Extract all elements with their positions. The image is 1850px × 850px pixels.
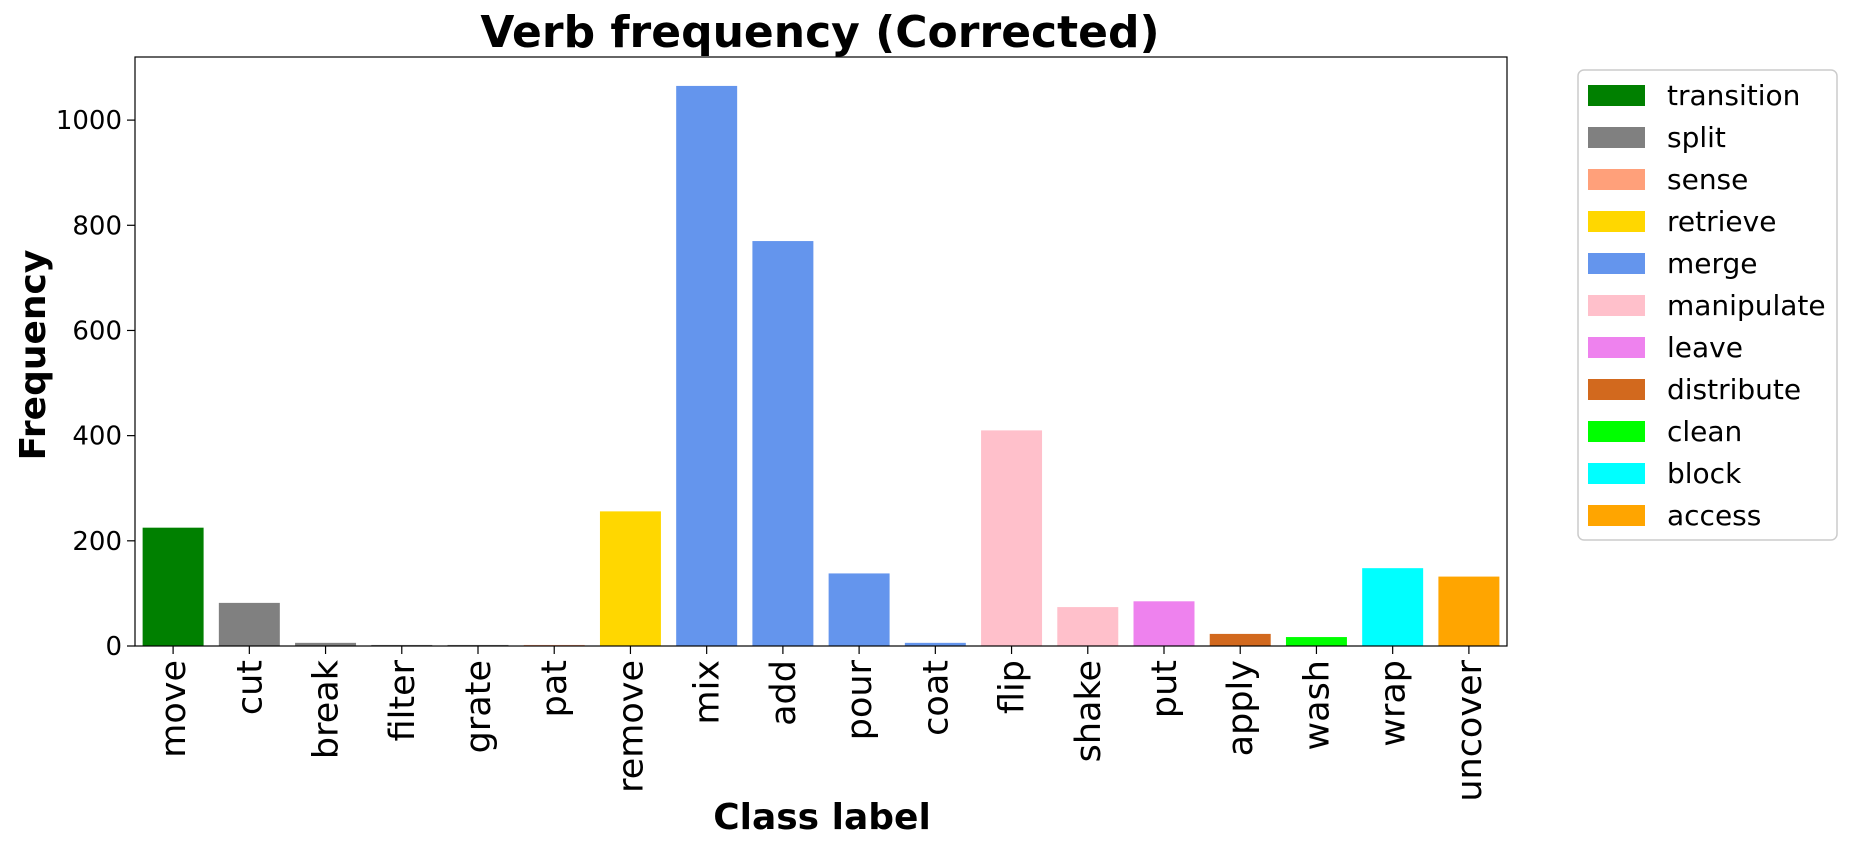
- legend-label-manipulate: manipulate: [1667, 289, 1826, 322]
- x-tick-label-cut: cut: [230, 660, 270, 715]
- legend-swatch-clean: [1588, 421, 1645, 442]
- legend: transition split sense retrieve merge manipul…: [1577, 69, 1838, 541]
- x-tick-label-pat: pat: [535, 660, 575, 717]
- legend-label-transition: transition: [1667, 79, 1800, 112]
- bar-move: [142, 527, 204, 646]
- bar-apply: [1209, 633, 1271, 646]
- legend-label-leave: leave: [1667, 331, 1743, 364]
- legend-swatch-retrieve: [1588, 211, 1645, 232]
- y-axis: 0 200 400 600 800 1000: [56, 106, 135, 662]
- legend-label-merge: merge: [1667, 247, 1758, 280]
- x-tick-label-mix: mix: [688, 660, 728, 725]
- plot-frame: [134, 56, 1508, 647]
- x-tick-label-wrap: wrap: [1374, 660, 1414, 747]
- legend-swatch-manipulate: [1588, 295, 1645, 316]
- legend-swatch-split: [1588, 127, 1645, 148]
- bar-put: [1133, 601, 1195, 646]
- legend-swatch-sense: [1588, 169, 1645, 190]
- legend-swatch-block: [1588, 463, 1645, 484]
- legend-label-split: split: [1667, 121, 1726, 154]
- x-tick-label-shake: shake: [1069, 660, 1109, 762]
- legend-label-distribute: distribute: [1667, 373, 1801, 406]
- legend-swatch-merge: [1588, 253, 1645, 274]
- legend-swatch-distribute: [1588, 379, 1645, 400]
- y-tick-label: 400: [72, 422, 122, 452]
- chart-title: Verb frequency (Corrected): [480, 7, 1159, 58]
- bar-flip: [981, 430, 1043, 646]
- x-tick-label-uncover: uncover: [1450, 659, 1490, 801]
- bar-remove: [599, 511, 661, 646]
- legend-label-clean: clean: [1667, 415, 1742, 448]
- y-axis-label: Frequency: [13, 250, 54, 461]
- x-tick-label-apply: apply: [1221, 660, 1261, 756]
- legend-label-block: block: [1667, 457, 1742, 490]
- x-tick-label-break: break: [307, 659, 347, 759]
- y-tick-label: 600: [72, 316, 122, 346]
- bar-cut: [218, 602, 280, 646]
- x-tick-label-coat: coat: [916, 660, 956, 736]
- bar-uncover: [1438, 576, 1500, 646]
- y-tick-label: 800: [72, 211, 122, 241]
- legend-label-sense: sense: [1667, 163, 1748, 196]
- bar-wash: [1285, 637, 1347, 646]
- bar-wrap: [1362, 568, 1424, 646]
- legend-swatch-leave: [1588, 337, 1645, 358]
- bar-mix: [676, 85, 738, 646]
- bar-pour: [828, 573, 890, 646]
- x-tick-label-grate: grate: [459, 660, 499, 753]
- x-tick-label-wash: wash: [1297, 660, 1337, 751]
- bar-add: [752, 241, 814, 646]
- bars-group: [142, 85, 1500, 646]
- x-tick-label-add: add: [764, 660, 804, 726]
- x-axis-label: Class label: [713, 797, 931, 838]
- x-tick-label-remove: remove: [611, 660, 651, 793]
- legend-label-access: access: [1667, 499, 1761, 532]
- y-tick-label: 1000: [56, 106, 122, 136]
- x-tick-label-flip: flip: [993, 660, 1033, 714]
- x-tick-label-pour: pour: [840, 659, 880, 740]
- y-tick-label: 0: [105, 632, 122, 662]
- x-tick-label-put: put: [1145, 660, 1185, 718]
- bar-coat: [904, 642, 966, 646]
- legend-label-retrieve: retrieve: [1667, 205, 1776, 238]
- x-axis: move cut break filter grate pat remove mix add po…: [154, 646, 1490, 802]
- x-tick-label-filter: filter: [383, 659, 423, 741]
- bar-break: [295, 642, 357, 646]
- y-tick-label: 200: [72, 527, 122, 557]
- bar-shake: [1057, 607, 1119, 646]
- x-tick-label-move: move: [154, 660, 194, 758]
- legend-swatch-access: [1588, 505, 1645, 526]
- legend-swatch-transition: [1588, 85, 1645, 106]
